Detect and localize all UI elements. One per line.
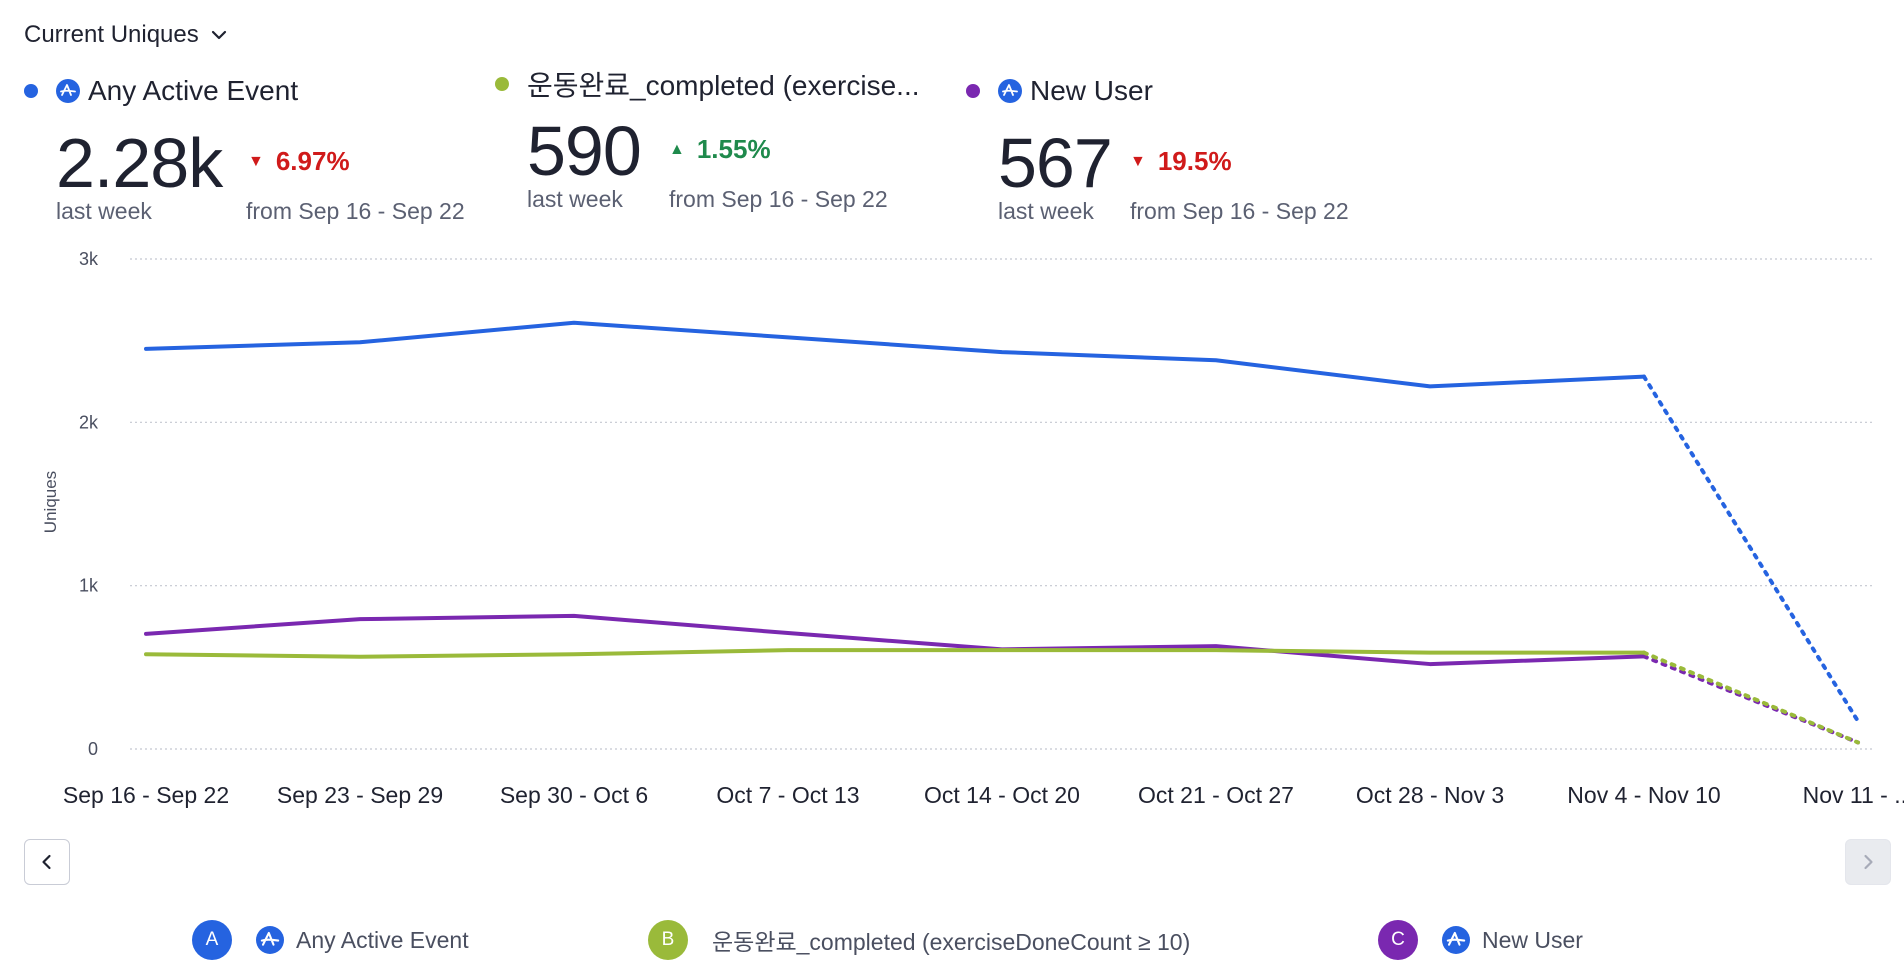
summary-from: from Sep 16 - Sep 22 — [246, 198, 465, 224]
summary-period: last week — [998, 198, 1094, 224]
series-dot — [966, 84, 980, 98]
series-line — [144, 613, 1646, 667]
amplitude-icon — [256, 926, 284, 954]
series-dot — [24, 84, 38, 98]
triangle-down-icon: ▼ — [248, 152, 264, 170]
summary-change: ▲ 1.55% — [669, 134, 771, 165]
summary-change-value: 6.97% — [275, 146, 350, 176]
series-line — [144, 320, 1646, 389]
summary-change-value: 19.5% — [1157, 146, 1232, 176]
y-axis-label: Uniques — [41, 471, 60, 533]
summary-new-user: New User 567 last week ▼ 19.5% from Sep … — [966, 0, 1436, 240]
y-tick-label: 0 — [88, 739, 98, 759]
summary-exercise-completed: 운동완료_completed (exercise... 590 last wee… — [495, 0, 965, 240]
legend-badge: B — [648, 920, 688, 960]
legend-label: 운동완료_completed (exerciseDoneCount ≥ 10) — [712, 929, 1191, 955]
series-line-incomplete — [1642, 374, 1860, 724]
amplitude-icon — [1442, 926, 1470, 954]
triangle-up-icon: ▲ — [669, 140, 685, 158]
legend-badge: C — [1378, 920, 1418, 960]
summary-period: last week — [527, 186, 623, 212]
previous-page-button[interactable] — [24, 839, 70, 885]
legend-item-any-active-event[interactable]: A Any Active Event — [192, 920, 469, 960]
series-lines — [144, 320, 1860, 745]
legend-label: Any Active Event — [296, 926, 469, 953]
y-tick-label: 2k — [79, 412, 99, 432]
metric-dropdown-label: Current Uniques — [24, 21, 199, 48]
chevron-down-icon — [211, 30, 226, 40]
series-line — [144, 648, 1646, 659]
next-page-button[interactable] — [1845, 839, 1891, 885]
summary-change: ▼ 6.97% — [248, 146, 350, 177]
summary-period: last week — [56, 198, 152, 224]
summary-header: Any Active Event — [24, 74, 298, 108]
grid-lines — [130, 258, 1872, 750]
series-dot — [495, 77, 509, 91]
metric-dropdown[interactable]: Current Uniques — [24, 16, 229, 54]
summary-any-active-event: Any Active Event 2.28k last week ▼ 6.97%… — [24, 0, 494, 240]
x-tick-label: Oct 7 - Oct 13 — [716, 782, 859, 808]
x-tick-label: Nov 4 - Nov 10 — [1567, 782, 1720, 808]
summary-change: ▼ 19.5% — [1130, 146, 1232, 177]
x-tick-label: Nov 11 - ... — [1803, 782, 1904, 808]
summary-value: 590 — [527, 112, 642, 190]
x-tick-label: Sep 16 - Sep 22 — [63, 782, 229, 808]
y-tick-label: 3k — [79, 249, 99, 269]
summary-title: Any Active Event — [88, 75, 299, 106]
triangle-down-icon: ▼ — [1130, 152, 1146, 170]
series-line-incomplete — [1642, 650, 1860, 745]
chart-legend: A Any Active Event B 운동완료_completed (exe… — [0, 920, 1904, 964]
summary-from: from Sep 16 - Sep 22 — [669, 186, 888, 212]
legend-item-new-user[interactable]: C New User — [1378, 920, 1583, 960]
x-tick-label: Oct 21 - Oct 27 — [1138, 782, 1294, 808]
y-axis-ticks: 0 1k 2k 3k — [79, 249, 99, 759]
x-tick-label: Oct 14 - Oct 20 — [924, 782, 1080, 808]
line-chart: 0 1k 2k 3k Uniques Sep 16 - Sep 22 Sep 23 - … — [41, 249, 1904, 808]
summary-header: New User — [966, 74, 1153, 108]
summary-title: New User — [1030, 75, 1153, 106]
legend-label: New User — [1482, 926, 1583, 953]
summary-title: 운동완료_completed (exercise... — [527, 70, 920, 101]
y-tick-label: 1k — [79, 576, 99, 596]
x-tick-label: Oct 28 - Nov 3 — [1356, 782, 1504, 808]
x-tick-label: Sep 30 - Oct 6 — [500, 782, 648, 808]
x-tick-label: Sep 23 - Sep 29 — [277, 782, 443, 808]
legend-item-exercise-completed[interactable]: B 운동완료_completed (exerciseDoneCount ≥ 10… — [648, 920, 1190, 960]
amplitude-icon — [998, 79, 1022, 103]
summary-header: 운동완료_completed (exercise... — [495, 67, 920, 101]
chevron-left-icon — [42, 854, 51, 870]
summary-value: 567 — [998, 124, 1113, 202]
amplitude-icon — [56, 79, 80, 103]
x-axis-ticks: Sep 16 - Sep 22 Sep 23 - Sep 29 Sep 30 - O… — [63, 782, 1904, 808]
summary-from: from Sep 16 - Sep 22 — [1130, 198, 1349, 224]
legend-badge: A — [192, 920, 232, 960]
summary-value: 2.28k — [56, 124, 223, 202]
summary-change-value: 1.55% — [696, 134, 771, 164]
chevron-right-icon — [1864, 854, 1873, 870]
